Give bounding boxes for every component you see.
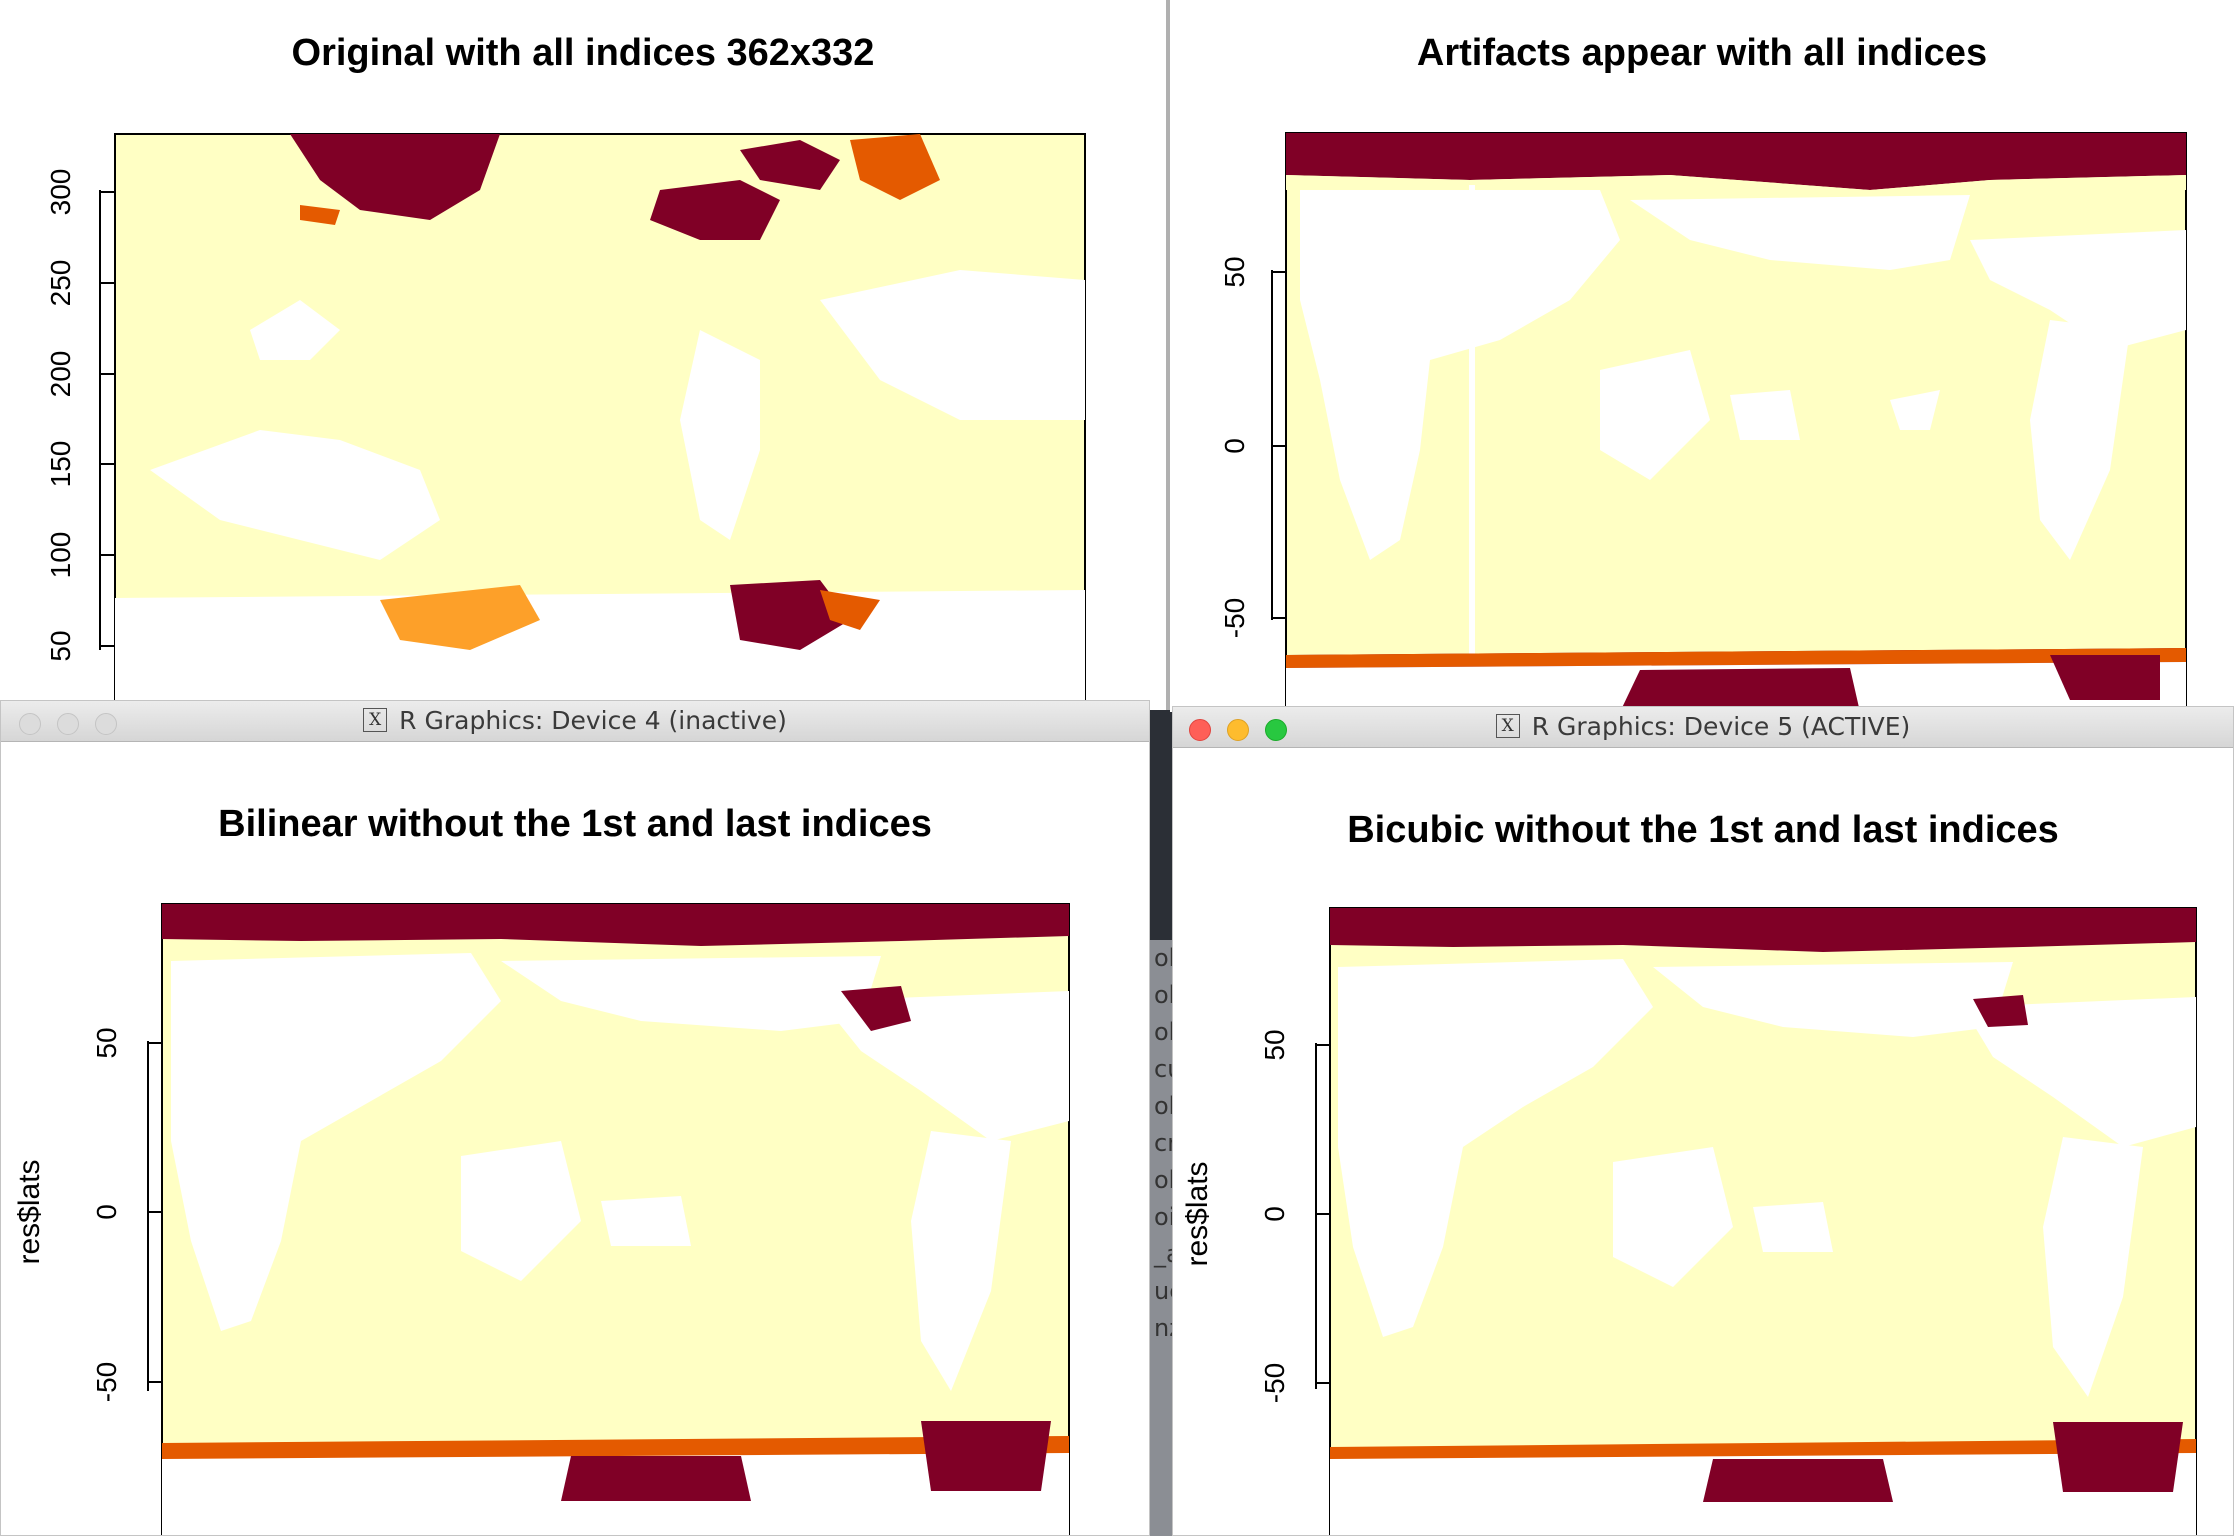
y-tick-label: 200 <box>45 351 76 398</box>
background-text: cu <box>1154 1055 1172 1083</box>
background-text: nz <box>1154 1314 1172 1342</box>
plot-original: 300 250 200 150 100 50 <box>45 133 1086 710</box>
background-window-strip: ob ob ob cu ob cr ob oi _a uc nz <box>1150 940 1172 1536</box>
y-tick-label: 0 <box>1259 1206 1290 1222</box>
minimize-button[interactable] <box>57 713 79 735</box>
background-text: ob <box>1154 1018 1172 1046</box>
y-tick-label: -50 <box>1219 598 1250 638</box>
y-axis-bilinear: 50 0 -50 res$lats <box>13 1027 162 1402</box>
y-tick-label: -50 <box>1259 1363 1290 1403</box>
plot-title-bicubic: Bicubic without the 1st and last indices <box>1347 809 2059 851</box>
window-divider <box>1166 0 1170 710</box>
plot-bilinear: 50 0 -50 res$lats <box>13 903 1070 1535</box>
y-tick-label: 50 <box>1219 256 1250 287</box>
minimize-button[interactable] <box>1227 719 1249 741</box>
window-title: R Graphics: Device 5 (ACTIVE) <box>1531 712 1911 741</box>
x11-icon: X <box>1495 714 1520 738</box>
plot-window-artifacts: Artifacts appear with all indices 50 0 -… <box>1170 0 2234 712</box>
y-tick-label: 300 <box>45 169 76 216</box>
background-text: ob <box>1154 1166 1172 1194</box>
background-text: _a <box>1154 1240 1172 1268</box>
plot-title-original: Original with all indices 362x332 <box>291 32 875 74</box>
y-tick-label: 250 <box>45 260 76 307</box>
background-text: ob <box>1154 981 1172 1009</box>
y-axis-label: res$lats <box>13 1159 46 1264</box>
plot-title-artifacts: Artifacts appear with all indices <box>1416 32 1988 74</box>
window-titlebar[interactable]: X R Graphics: Device 4 (inactive) <box>1 701 1149 742</box>
window-title: R Graphics: Device 4 (inactive) <box>399 706 787 735</box>
y-axis-bicubic: 50 0 -50 res$lats <box>1181 1029 1330 1403</box>
background-text: cr <box>1154 1129 1172 1157</box>
y-tick-label: 100 <box>45 532 76 579</box>
close-button[interactable] <box>1189 719 1211 741</box>
close-button[interactable] <box>19 713 41 735</box>
background-text: ob <box>1154 944 1172 972</box>
y-axis-label: res$lats <box>1181 1161 1214 1266</box>
window-device-5: X R Graphics: Device 5 (ACTIVE) Bicubic w… <box>1172 706 2234 1536</box>
y-tick-label: 150 <box>45 441 76 488</box>
y-tick-label: 50 <box>1259 1029 1290 1060</box>
plot-title-bilinear: Bilinear without the 1st and last indice… <box>218 803 932 845</box>
y-tick-label: 50 <box>45 630 76 661</box>
window-titlebar[interactable]: X R Graphics: Device 5 (ACTIVE) <box>1173 707 2233 748</box>
window-device-4: X R Graphics: Device 4 (inactive) Bilinea… <box>0 700 1150 1536</box>
x11-icon: X <box>363 708 388 732</box>
y-tick-label: -50 <box>91 1362 122 1402</box>
background-text: ob <box>1154 1092 1172 1120</box>
y-tick-label: 50 <box>91 1027 122 1058</box>
background-text: uc <box>1154 1277 1172 1305</box>
zoom-button[interactable] <box>1265 719 1287 741</box>
y-axis-original: 300 250 200 150 100 50 <box>45 169 115 662</box>
plot-bicubic: 50 0 -50 res$lats <box>1181 907 2197 1535</box>
y-tick-label: 0 <box>91 1204 122 1220</box>
plot-artifacts: 50 0 -50 <box>1219 132 2187 712</box>
plot-window-original: Original with all indices 362x332 300 25… <box>0 0 1166 710</box>
y-tick-label: 0 <box>1219 438 1250 454</box>
zoom-button[interactable] <box>95 713 117 735</box>
y-axis-artifacts: 50 0 -50 <box>1219 256 1286 638</box>
background-text: oi <box>1154 1203 1172 1231</box>
